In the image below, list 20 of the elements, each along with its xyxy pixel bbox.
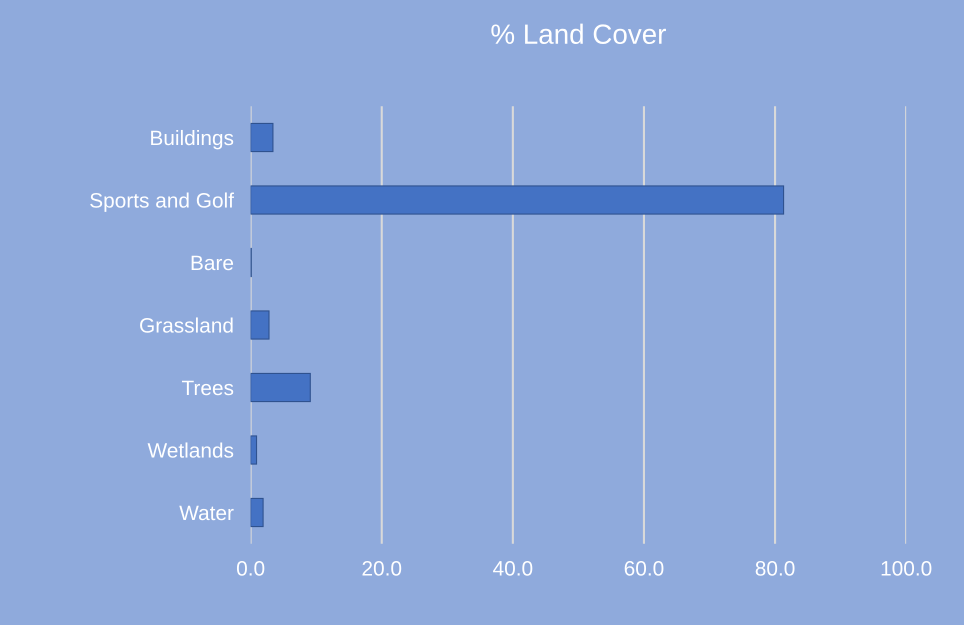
x-tick-label: 20.0 xyxy=(362,560,402,576)
y-tick-label: Sports and Golf xyxy=(90,192,234,212)
y-tick-label: Grassland xyxy=(140,317,233,333)
y-tick-label: Water xyxy=(179,506,234,520)
y-tick-label: Trees xyxy=(182,380,234,396)
x-tick-label: 40.0 xyxy=(493,560,532,576)
y-tick-label: Bare xyxy=(192,256,234,270)
bar xyxy=(250,310,270,340)
bar xyxy=(250,372,311,402)
bar xyxy=(250,498,264,528)
y-tick-label: Wetlands xyxy=(148,442,234,458)
x-tick-label: 80.0 xyxy=(756,560,795,576)
bar xyxy=(250,122,274,152)
x-tick-label: 60.0 xyxy=(624,560,664,576)
chart-title: % Land Cover xyxy=(491,24,666,44)
x-tick-label: 100.0 xyxy=(882,560,932,576)
y-tick-label: Buildings xyxy=(151,130,234,150)
bar xyxy=(250,435,258,465)
bar xyxy=(250,185,784,215)
x-tick-label: 0.0 xyxy=(236,560,264,576)
